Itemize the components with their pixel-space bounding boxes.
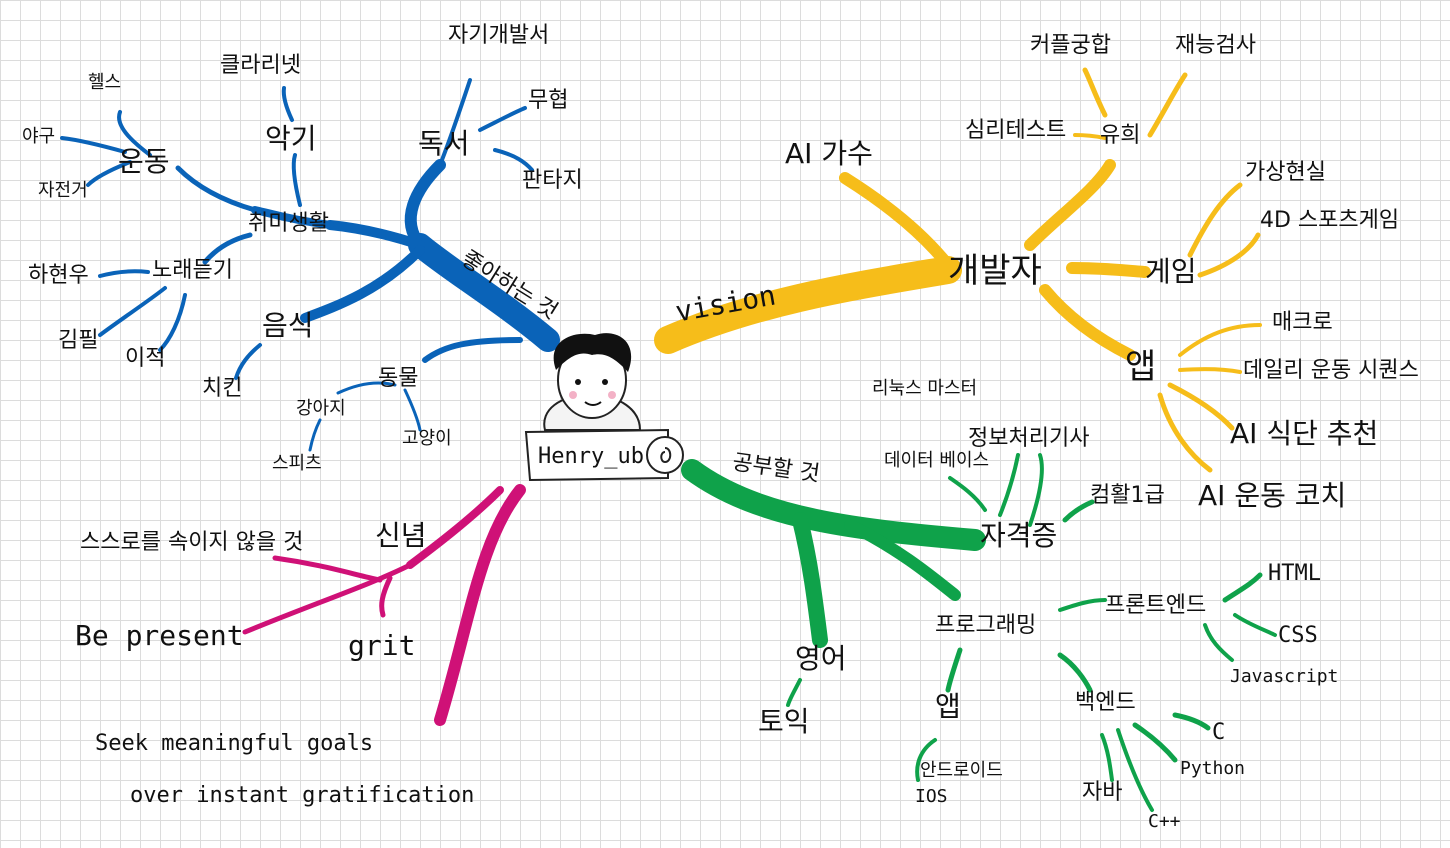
app-study-label: 앱	[935, 690, 961, 723]
chicken-label: 치킨	[202, 376, 243, 401]
developer-label: 개발자	[948, 251, 1042, 291]
cert-label: 자격증	[980, 519, 1058, 552]
hobby-label: 취미생활	[248, 211, 329, 236]
cpp-label: C++	[1148, 811, 1181, 832]
programming-label: 프로그래밍	[935, 613, 1037, 638]
fun-label: 유희	[1100, 123, 1141, 148]
avatar	[524, 333, 684, 482]
animal-label: 동물	[378, 366, 419, 391]
cat-label: 고양이	[402, 428, 452, 449]
game-label: 게임	[1145, 255, 1197, 288]
c-label: C	[1212, 720, 1226, 745]
css-label: CSS	[1278, 623, 1318, 648]
selfhelp-label: 자기개발서	[448, 23, 550, 48]
toeic-label: 토익	[758, 705, 810, 738]
info-label: 정보처리기사	[968, 426, 1090, 451]
music-label: 노래듣기	[152, 258, 233, 283]
likes-branches	[60, 78, 560, 452]
clarinet-label: 클라리넷	[220, 53, 301, 78]
talent-label: 재능검사	[1175, 33, 1256, 58]
vr-label: 가상현실	[1245, 160, 1326, 185]
english-label: 영어	[795, 642, 847, 675]
python-label: Python	[1180, 758, 1246, 779]
ios-label: IOS	[915, 786, 948, 807]
js-label: Javascript	[1230, 666, 1339, 687]
linux-label: 리눅스 마스터	[872, 378, 978, 399]
reading-label: 독서	[418, 127, 470, 160]
belief-main-label: 신념	[375, 519, 427, 552]
macro-label: 매크로	[1272, 310, 1333, 335]
vision-branches	[654, 67, 1262, 473]
sports4d-label: 4D 스포츠게임	[1260, 208, 1400, 233]
fantasy-label: 판타지	[522, 168, 583, 193]
backend-label: 백엔드	[1075, 690, 1136, 715]
kim-pil-label: 김필	[58, 328, 99, 353]
ha-hyunwoo-label: 하현우	[28, 263, 89, 288]
puppy-label: 강아지	[296, 398, 346, 419]
martial-label: 무협	[528, 88, 569, 113]
name-tag: Henry_ub	[538, 444, 644, 469]
health-label: 헬스	[88, 72, 122, 93]
spitz-label: 스피츠	[272, 453, 322, 474]
html-label: HTML	[1268, 561, 1321, 586]
be-present-label: Be present	[75, 619, 244, 652]
ai-coach-label: AI 운동 코치	[1198, 479, 1347, 512]
frontend-label: 프론트엔드	[1105, 593, 1207, 618]
exercise-label: 운동	[118, 145, 170, 178]
study-branches	[681, 453, 1277, 812]
goals-line1-label: Seek meaningful goals	[95, 731, 374, 756]
instrument-label: 악기	[265, 122, 317, 155]
app-vision-label: 앱	[1125, 347, 1157, 387]
couple-label: 커플궁합	[1030, 33, 1111, 58]
goals-line2-label: over instant gratification	[130, 783, 475, 808]
ai-singer-label: AI 가수	[785, 137, 873, 170]
bike-label: 자전거	[38, 180, 88, 201]
baseball-label: 야구	[22, 126, 56, 147]
daily-exercise-label: 데일리 운동 시퀀스	[1243, 358, 1419, 383]
belief-branches	[242, 484, 526, 726]
lee-juk-label: 이적	[125, 346, 166, 371]
food-label: 음식	[262, 309, 314, 342]
no-deceive-label: 스스로를 속이지 않을 것	[80, 530, 304, 555]
computer-label: 컴활1급	[1090, 483, 1165, 508]
psych-test-label: 심리테스트	[965, 118, 1067, 143]
db-label: 데이터 베이스	[884, 450, 990, 471]
ai-diet-label: AI 식단 추천	[1230, 417, 1379, 450]
grit-label: grit	[348, 629, 416, 662]
java-label: 자바	[1082, 780, 1123, 805]
android-label: 안드로이드	[920, 760, 1003, 781]
